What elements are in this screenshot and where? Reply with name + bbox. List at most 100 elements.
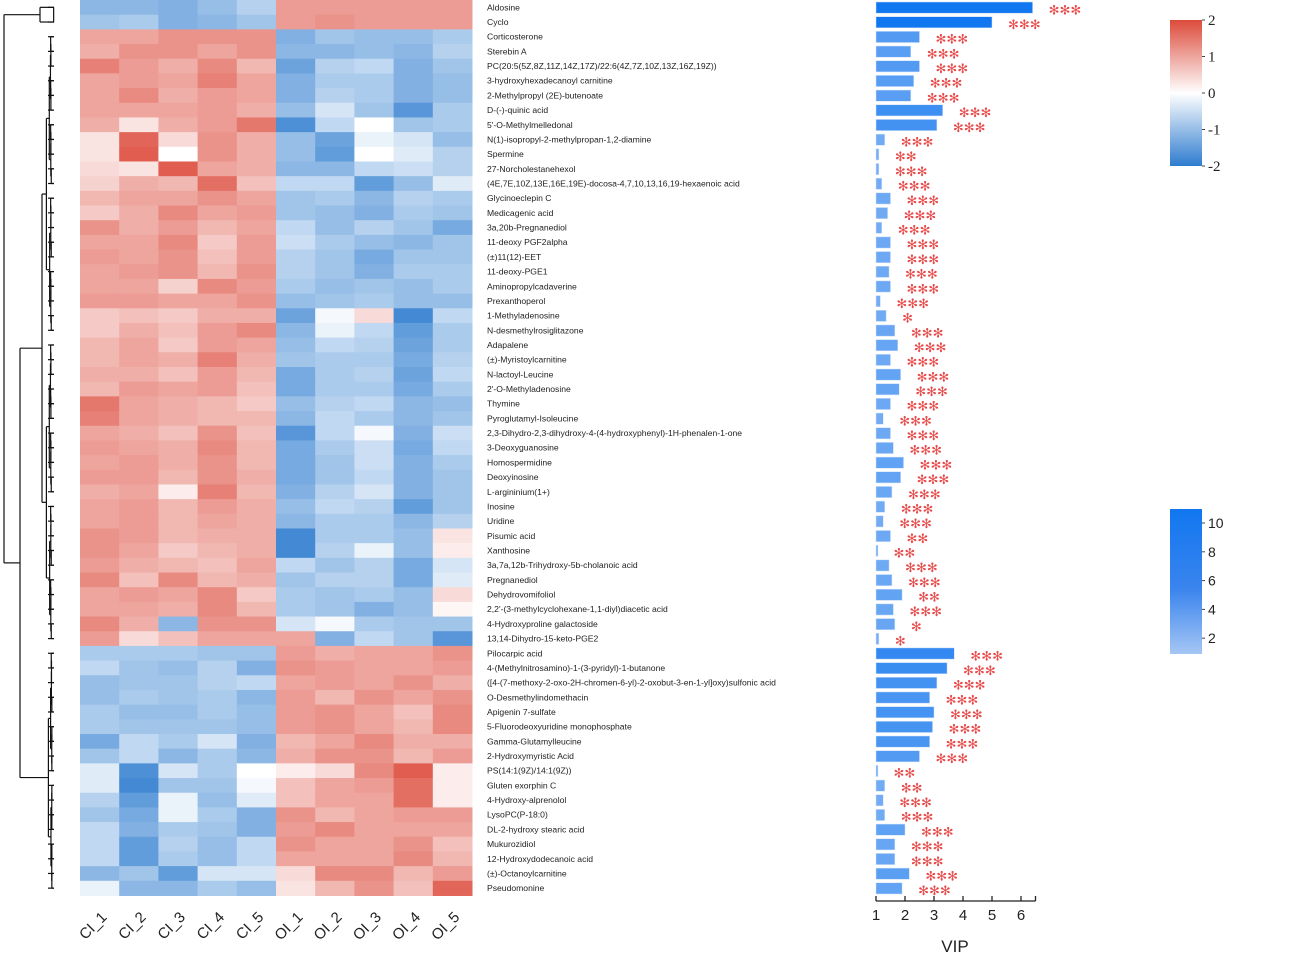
heatmap-cell xyxy=(354,102,395,118)
heatmap-cell xyxy=(276,367,316,383)
heatmap-cell xyxy=(393,396,434,412)
heatmap-cell xyxy=(158,513,199,529)
vip-bar xyxy=(875,75,914,87)
heatmap-cell xyxy=(393,0,434,16)
row-label: Pisumic acid xyxy=(487,531,535,541)
vip-color-legend: 10 8 6 4 2 xyxy=(1170,509,1224,654)
heatmap-cell xyxy=(432,866,473,882)
heatmap-cell xyxy=(236,367,277,383)
heatmap-cell xyxy=(236,161,277,177)
row-label: PS(14:1(9Z)/14:1(9Z)) xyxy=(487,766,572,776)
heatmap-cell xyxy=(315,807,355,823)
heatmap-cell xyxy=(119,293,159,309)
heatmap-cell xyxy=(354,778,395,794)
heatmap-cell xyxy=(236,484,277,500)
heatmap-cell xyxy=(393,572,434,588)
heatmap-cell xyxy=(80,807,120,823)
heatmap-cell xyxy=(197,587,238,603)
heatmap-cell xyxy=(432,88,473,104)
heatmap-cell xyxy=(393,792,434,808)
significance-stars: ✻✻✻ xyxy=(907,237,940,252)
vip-bar xyxy=(875,721,933,733)
heatmap-cell xyxy=(276,513,316,529)
vip-bar xyxy=(875,750,920,763)
row-label: Thymine xyxy=(487,399,520,409)
heatmap-cell xyxy=(393,675,434,691)
heatmap-cell xyxy=(393,161,434,177)
heatmap-cell xyxy=(432,528,473,544)
significance-stars: ✻✻✻ xyxy=(899,516,932,531)
heatmap-cell xyxy=(197,278,238,295)
heatmap-cell xyxy=(158,689,199,706)
heatmap-cell xyxy=(354,146,395,162)
heatmap-cell xyxy=(236,117,277,133)
vip-legend-label: 4 xyxy=(1208,601,1216,617)
heatmap-cell xyxy=(119,396,159,412)
heatmap-cell xyxy=(197,572,238,588)
heatmap-cell xyxy=(236,352,277,368)
vip-bar xyxy=(875,133,885,146)
heatmap-cell xyxy=(393,587,434,603)
heatmap-cell xyxy=(80,234,120,251)
heatmap-cell xyxy=(276,293,316,309)
heatmap-cell xyxy=(315,440,355,456)
heatmap-cell xyxy=(119,234,159,251)
heatmap-cell xyxy=(197,880,238,896)
significance-stars: ✻✻✻ xyxy=(911,325,944,340)
heatmap-cell xyxy=(158,322,199,339)
significance-stars: ✻✻ xyxy=(918,590,940,605)
heatmap-cell xyxy=(236,176,277,192)
heatmap-cell xyxy=(393,836,434,852)
heatmap-cell xyxy=(432,763,473,779)
heatmap-cell xyxy=(80,176,120,192)
heatmap-cell xyxy=(119,337,159,353)
significance-stars: ✻✻✻ xyxy=(927,46,960,61)
heatmap-cell xyxy=(236,278,277,295)
heatmap-cell xyxy=(276,44,316,60)
heatmap-cell xyxy=(119,866,159,882)
heatmap-cell xyxy=(315,836,355,852)
heatmap-cell xyxy=(80,190,120,207)
heatmap-cell xyxy=(354,411,395,427)
vip-bar xyxy=(875,456,904,469)
row-label: 2-Methylpropyl (2E)-butenoate xyxy=(487,90,603,100)
heatmap-cell xyxy=(393,601,434,618)
heatmap-cell xyxy=(158,660,199,676)
heatmap-cell xyxy=(432,719,473,735)
vip-bar xyxy=(875,632,880,645)
heatmap-cell xyxy=(315,278,355,295)
heatmap-cell xyxy=(119,778,159,794)
heatmap-cell xyxy=(236,44,277,60)
heatmap-cell xyxy=(276,689,316,706)
heatmap-cell xyxy=(236,543,277,559)
heatmap-cell xyxy=(393,411,434,427)
heatmap-cell xyxy=(393,469,434,485)
heatmap-cell xyxy=(197,0,238,16)
heatmap-cell xyxy=(236,58,277,74)
heatmap-cell xyxy=(80,58,120,74)
heatmap-cell xyxy=(119,660,159,676)
heatmap-cell xyxy=(432,557,473,574)
heatmap-cell xyxy=(197,836,238,852)
heatmap-cell xyxy=(315,557,355,574)
significance-stars: ✻✻✻ xyxy=(930,76,963,91)
heatmap-cell xyxy=(197,308,238,324)
vip-bar xyxy=(875,398,891,410)
significance-stars: ✻✻✻ xyxy=(904,208,937,223)
heatmap-cell xyxy=(276,499,316,515)
heatmap-cell xyxy=(393,132,434,148)
vip-bar xyxy=(875,163,880,175)
heatmap-cell xyxy=(197,249,238,265)
heatmap-cell xyxy=(354,293,395,309)
heatmap-cell xyxy=(315,88,355,104)
heatmap-cell xyxy=(236,440,277,456)
heatmap-cell xyxy=(158,675,199,691)
heatmap-cell xyxy=(354,278,395,295)
vip-bar xyxy=(875,60,920,73)
heatmap-cell xyxy=(158,572,199,588)
heatmap-cell xyxy=(432,234,473,251)
heatmap-cell xyxy=(276,660,316,676)
vip-bar xyxy=(875,45,912,58)
heatmap-cell xyxy=(158,132,199,148)
heatmap-cell xyxy=(236,234,277,251)
